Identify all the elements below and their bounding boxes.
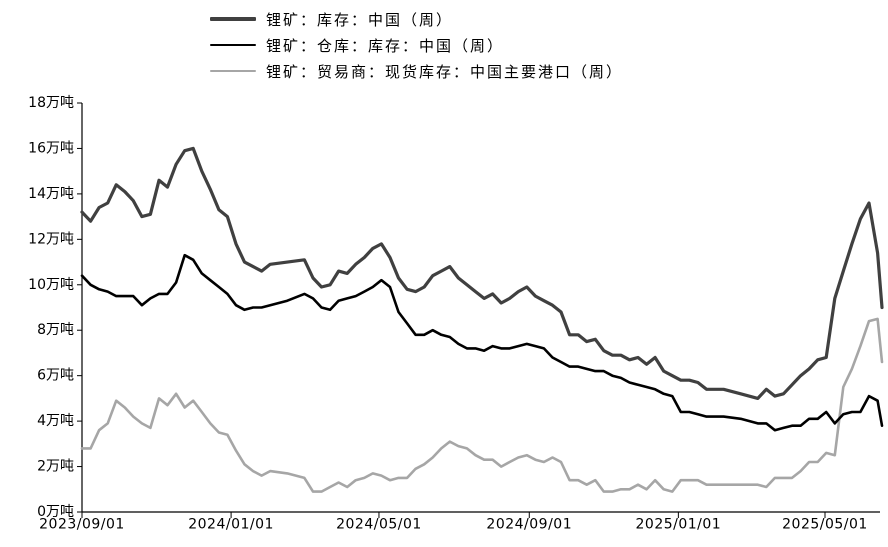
y-axis: 0万吨 2万吨 4万吨 6万吨 8万吨 10万吨 12万吨 14万吨 16万吨 18万吨 (28, 95, 83, 520)
y-tick-label: 18万吨 (28, 95, 74, 111)
series-line-warehouse-inventory (80, 253, 884, 432)
y-tick-label: 16万吨 (28, 140, 74, 156)
y-tick-label: 2万吨 (37, 459, 74, 475)
y-tick-label: 8万吨 (37, 322, 74, 338)
y-tick-label: 6万吨 (37, 368, 74, 384)
legend-label-total-inventory: 锂矿：库存：中国（周） (266, 10, 454, 29)
legend-item-port-inventory: 锂矿：贸易商：现货库存：中国主要港口（周） (210, 58, 830, 84)
legend-swatch-port-inventory (210, 69, 256, 73)
x-axis: 2023/09/01 2024/01/01 2024/05/01 2024/09/01… (39, 511, 880, 533)
legend-item-total-inventory: 锂矿：库存：中国（周） (210, 6, 830, 32)
y-tick-label: 10万吨 (28, 277, 74, 293)
x-tick-label: 2025/05/01 (782, 517, 868, 533)
x-tick-label: 2024/09/01 (486, 517, 572, 533)
legend-label-port-inventory: 锂矿：贸易商：现货库存：中国主要港口（周） (266, 62, 624, 81)
series-line-total-inventory (80, 146, 884, 400)
legend-label-warehouse-inventory: 锂矿：仓库：库存：中国（周） (266, 36, 505, 55)
y-tick-label: 14万吨 (28, 186, 74, 202)
series-layer (80, 146, 884, 493)
x-tick-label: 2025/01/01 (636, 517, 722, 533)
series-line-port-inventory (80, 317, 884, 493)
y-tick-label: 12万吨 (28, 231, 74, 247)
legend-swatch-total-inventory (210, 17, 256, 21)
legend-item-warehouse-inventory: 锂矿：仓库：库存：中国（周） (210, 32, 830, 58)
x-tick-label: 2023/09/01 (39, 517, 125, 533)
x-tick-label: 2024/05/01 (336, 517, 422, 533)
x-tick-label: 2024/01/01 (188, 517, 274, 533)
y-tick-label: 0万吨 (37, 504, 74, 520)
y-tick-label: 4万吨 (37, 413, 74, 429)
chart-legend: 锂矿：库存：中国（周） 锂矿：仓库：库存：中国（周） 锂矿：贸易商：现货库存：中… (210, 6, 830, 84)
legend-swatch-warehouse-inventory (210, 43, 256, 47)
